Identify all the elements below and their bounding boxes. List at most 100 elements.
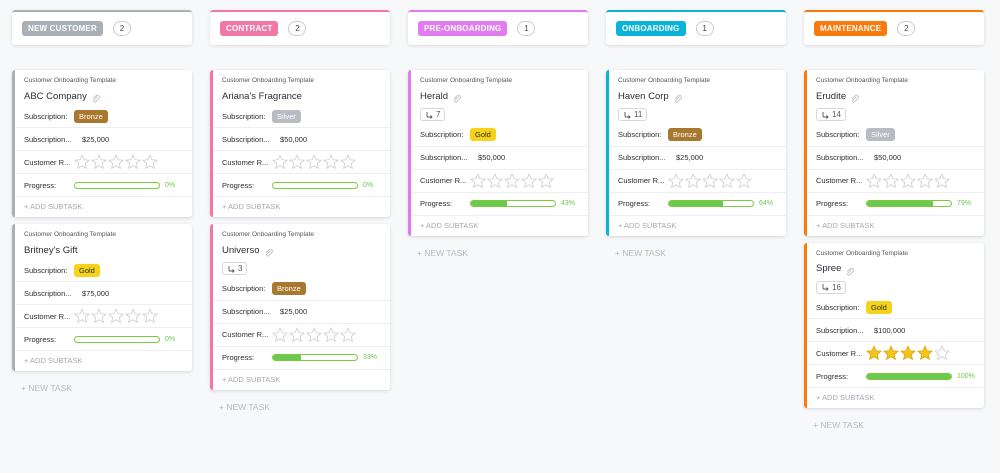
star-filled-icon[interactable] [899,345,917,361]
task-card[interactable]: Customer Onboarding Template Haven Corp 11… [606,70,786,236]
subscription-amount-value[interactable]: $25,000 [82,134,110,144]
star-empty-icon[interactable] [73,154,91,170]
add-subtask-button[interactable]: + ADD SUBTASK [222,374,281,384]
rating-stars[interactable] [73,154,159,170]
rating-stars[interactable] [271,154,357,170]
subtask-count-badge[interactable]: 7 [420,108,446,121]
task-card[interactable]: Customer Onboarding Template Universo 3 Sub… [210,224,390,390]
subscription-amount-value[interactable]: $25,000 [280,307,308,316]
star-empty-icon[interactable] [469,172,487,189]
task-title[interactable]: Spree [816,263,842,274]
task-card[interactable]: Customer Onboarding Template Ariana's Fra… [210,70,390,217]
status-pill[interactable]: MAINTENANCE [814,21,888,36]
subscription-tag[interactable]: Bronze [668,128,702,141]
subtask-count-badge[interactable]: 11 [618,108,648,121]
star-empty-icon[interactable] [288,326,306,343]
add-subtask-button[interactable]: + ADD SUBTASK [816,393,875,402]
star-empty-icon[interactable] [865,172,883,189]
subtask-count-badge[interactable]: 14 [816,108,846,121]
star-empty-icon[interactable] [322,154,340,170]
rating-stars[interactable] [271,326,357,343]
star-empty-icon[interactable] [73,308,91,324]
task-card[interactable]: Customer Onboarding Template Spree 16 Subsc… [804,242,984,408]
subscription-tag[interactable]: Silver [866,128,895,141]
task-title[interactable]: ABC Company [24,90,87,102]
star-filled-icon[interactable] [916,345,934,361]
star-empty-icon[interactable] [339,154,357,170]
subtask-count-badge[interactable]: 16 [816,280,846,294]
add-subtask-button[interactable]: + ADD SUBTASK [24,356,83,365]
status-pill[interactable]: ONBOARDING [616,21,686,36]
new-task-button[interactable]: + NEW TASK [813,420,864,430]
task-card[interactable]: Customer Onboarding Template Erudite 14 Sub… [804,70,984,236]
task-title[interactable]: Herald [420,90,448,102]
subscription-amount-value[interactable]: $25,000 [676,153,704,162]
subscription-amount-value[interactable]: $50,000 [280,134,308,144]
rating-stars[interactable] [865,172,951,189]
task-title[interactable]: Universo [222,244,260,256]
star-empty-icon[interactable] [322,326,340,343]
new-task-button[interactable]: + NEW TASK [21,383,72,393]
star-empty-icon[interactable] [735,172,753,189]
star-empty-icon[interactable] [90,308,108,324]
add-subtask-button[interactable]: + ADD SUBTASK [420,220,479,230]
rating-stars[interactable] [865,345,951,361]
add-subtask-button[interactable]: + ADD SUBTASK [222,202,281,211]
star-empty-icon[interactable] [503,172,521,189]
star-filled-icon[interactable] [882,345,900,361]
task-card[interactable]: Customer Onboarding Template Britney's Gi… [12,224,192,371]
star-empty-icon[interactable] [124,308,142,324]
star-empty-icon[interactable] [933,172,951,189]
star-empty-icon[interactable] [486,172,504,189]
subtask-count-badge[interactable]: 3 [222,262,248,275]
star-empty-icon[interactable] [537,172,555,189]
star-empty-icon[interactable] [899,172,917,189]
subscription-tag[interactable]: Gold [74,263,100,277]
subscription-amount-value[interactable]: $50,000 [478,153,506,162]
star-empty-icon[interactable] [90,154,108,170]
new-task-button[interactable]: + NEW TASK [615,247,666,258]
task-title[interactable]: Britney's Gift [24,244,78,256]
task-title[interactable]: Erudite [816,90,847,102]
star-empty-icon[interactable] [339,326,357,343]
rating-stars[interactable] [469,172,555,189]
star-empty-icon[interactable] [684,172,702,189]
star-empty-icon[interactable] [882,172,900,189]
star-empty-icon[interactable] [141,308,159,324]
task-card[interactable]: Customer Onboarding Template ABC Company S… [12,70,192,217]
star-empty-icon[interactable] [718,172,736,189]
new-task-button[interactable]: + NEW TASK [219,401,270,412]
star-empty-icon[interactable] [667,172,685,189]
subscription-tag[interactable]: Gold [470,128,496,141]
subscription-amount-value[interactable]: $75,000 [82,288,110,298]
add-subtask-button[interactable]: + ADD SUBTASK [618,220,677,230]
task-title[interactable]: Ariana's Fragrance [222,90,302,102]
subscription-tag[interactable]: Silver [272,109,301,123]
add-subtask-button[interactable]: + ADD SUBTASK [24,202,83,211]
star-empty-icon[interactable] [271,326,289,343]
star-empty-icon[interactable] [701,172,719,189]
status-pill[interactable]: NEW CUSTOMER [22,21,103,36]
star-empty-icon[interactable] [520,172,538,189]
subscription-tag[interactable]: Gold [866,300,892,314]
subscription-amount-value[interactable]: $50,000 [874,153,902,162]
star-empty-icon[interactable] [288,154,306,170]
rating-stars[interactable] [667,172,753,189]
subscription-tag[interactable]: Bronze [74,109,108,123]
star-empty-icon[interactable] [107,154,125,170]
rating-stars[interactable] [73,308,159,324]
star-filled-icon[interactable] [865,345,883,361]
new-task-button[interactable]: + NEW TASK [417,247,468,258]
star-empty-icon[interactable] [916,172,934,189]
star-empty-icon[interactable] [107,308,125,324]
star-empty-icon[interactable] [305,154,323,170]
star-empty-icon[interactable] [271,154,289,170]
star-empty-icon[interactable] [933,345,951,361]
subscription-tag[interactable]: Bronze [272,282,306,295]
star-empty-icon[interactable] [305,326,323,343]
task-title[interactable]: Haven Corp [618,90,669,102]
status-pill[interactable]: PRE-ONBOARDING [418,21,508,36]
status-pill[interactable]: CONTRACT [220,21,279,36]
star-empty-icon[interactable] [141,154,159,170]
add-subtask-button[interactable]: + ADD SUBTASK [816,220,875,230]
